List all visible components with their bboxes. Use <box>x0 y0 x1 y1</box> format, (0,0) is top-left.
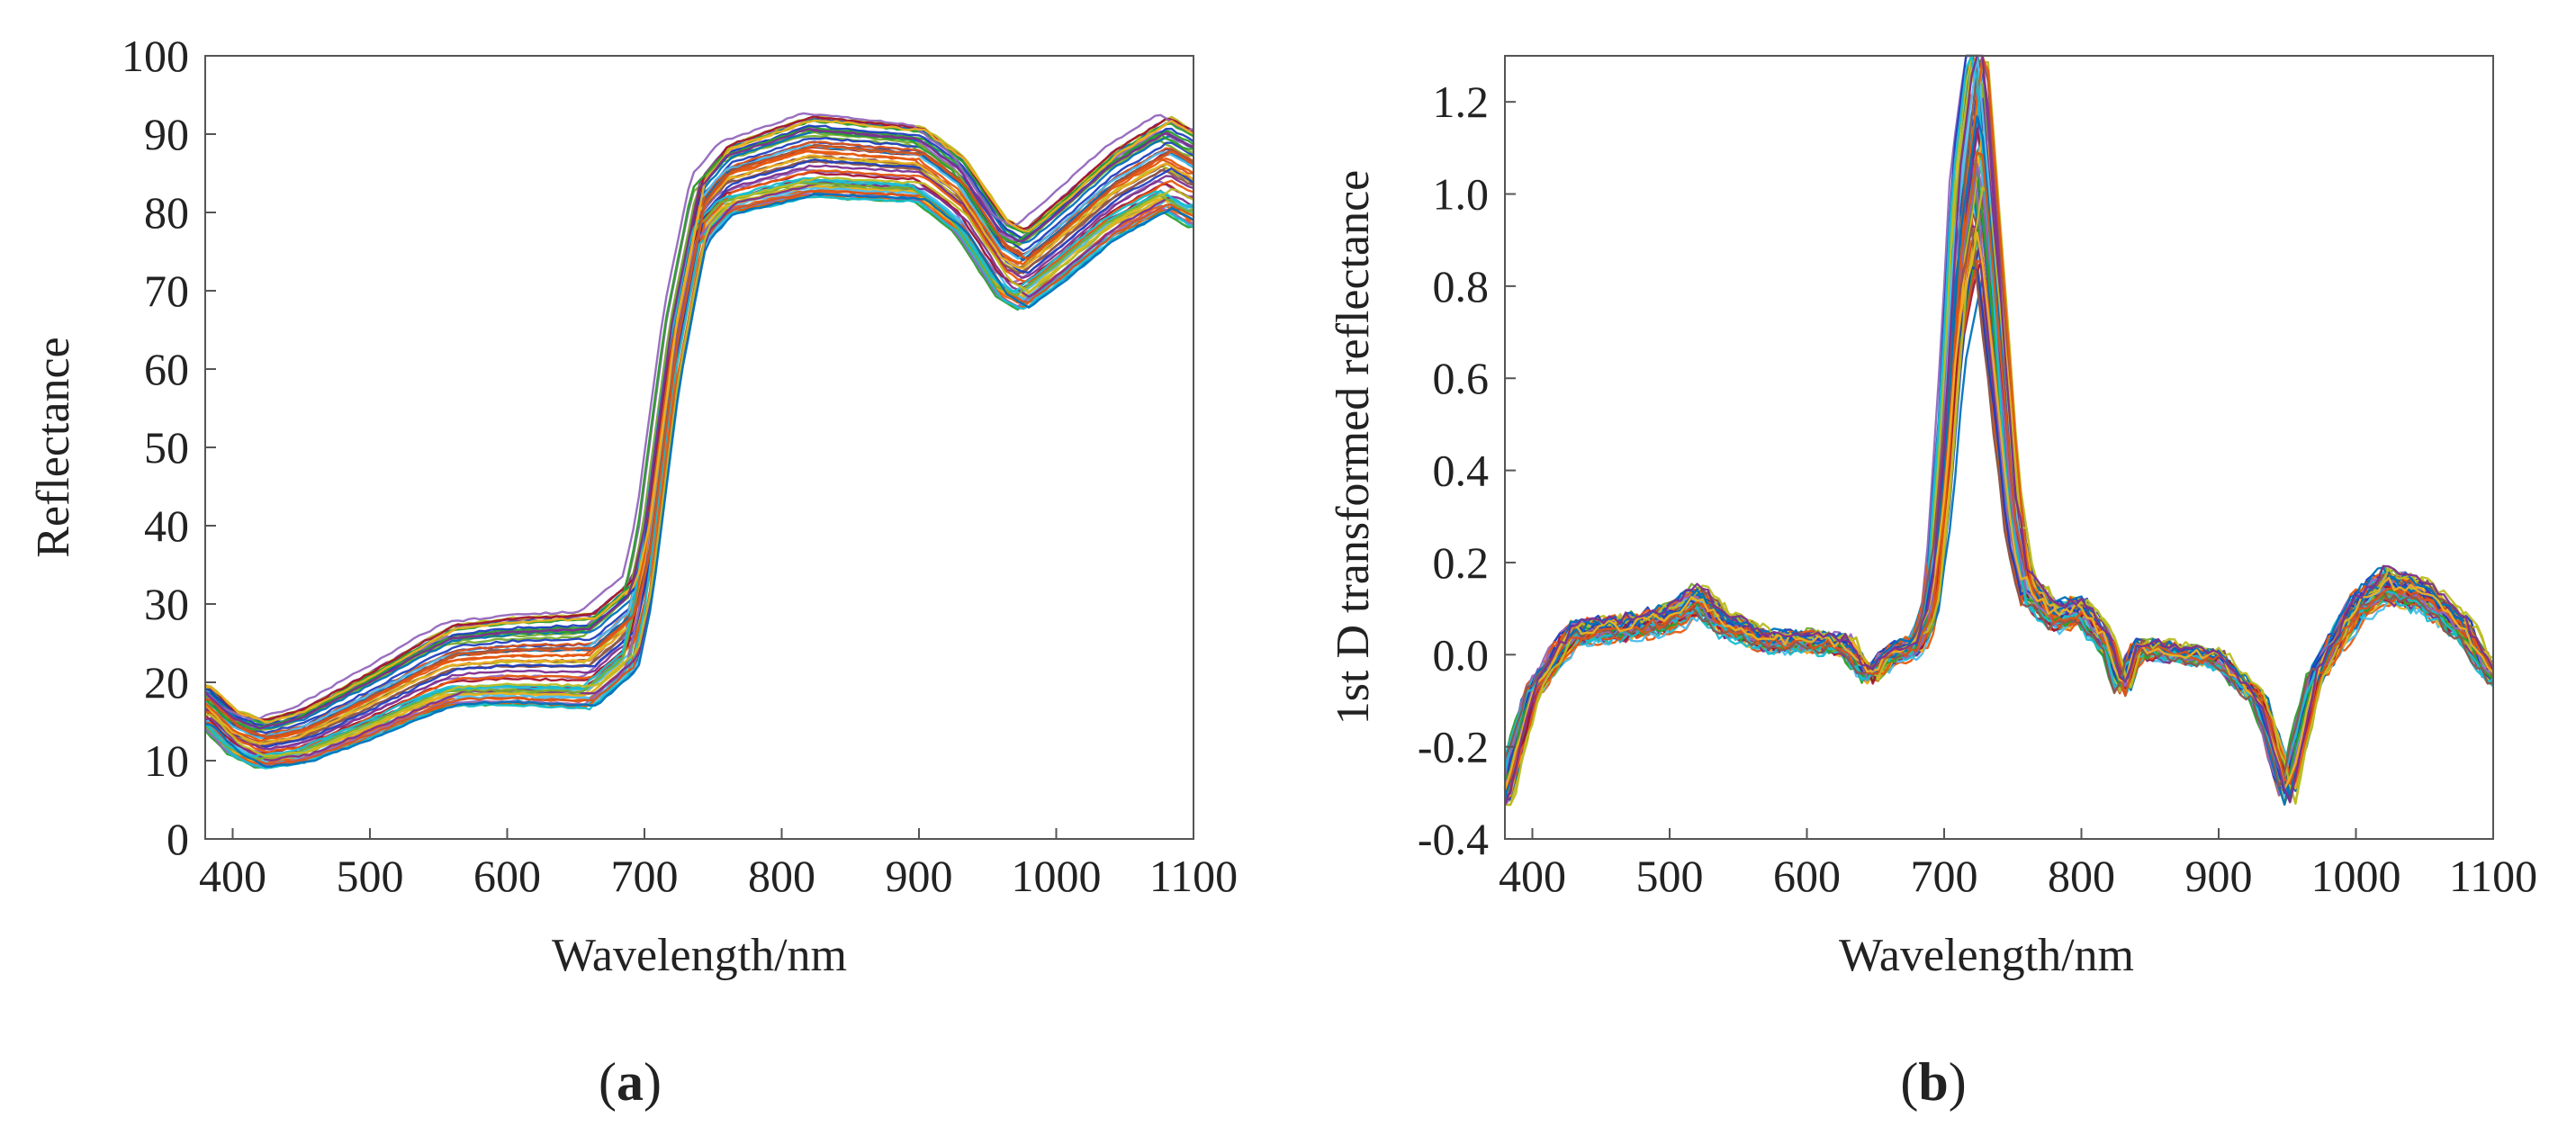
panel-a-axis-ticks: 400 500 600 700 800 900 1000 1100 0 10 20 30 40 50 60 7… <box>122 31 1238 901</box>
panel-b-axis-ticks: 400 500 600 700 800 900 1000 1100 -0.4 -0.2 0.0 0.2… <box>1418 77 2537 901</box>
y-tick-label: -0.4 <box>1418 814 1489 864</box>
panel-b-y-axis-label: 1st D transformed reflectance <box>1328 170 1379 725</box>
y-tick-label: 30 <box>144 579 189 629</box>
panel-a-x-axis-label: Wavelength/nm <box>552 930 847 981</box>
y-tick-label: 70 <box>144 266 189 316</box>
panel-b-first-derivative-chart: 400 500 600 700 800 900 1000 1100 -0.4 -0.2 0.0 0.2… <box>1328 54 2537 1112</box>
x-tick-label: 1100 <box>1149 851 1238 901</box>
x-tick-label: 800 <box>2048 851 2115 901</box>
x-tick-label: 500 <box>1636 851 1704 901</box>
panel-a-label: (a) <box>599 1052 662 1112</box>
y-tick-label: 1.0 <box>1433 169 1490 220</box>
y-tick-label: 20 <box>144 657 189 708</box>
spectrum-line <box>204 129 1194 731</box>
spectrum-line <box>204 128 1194 730</box>
spectrum-line <box>204 112 1194 721</box>
spectrum-line <box>1505 185 2494 807</box>
y-tick-label: 90 <box>144 109 189 159</box>
panel-b-x-axis-label: Wavelength/nm <box>1839 930 2134 981</box>
panel-b-plot-frame <box>1504 55 2494 840</box>
spectrum-line <box>1503 54 2495 807</box>
y-tick-label: 100 <box>122 31 189 81</box>
y-tick-label: 0.0 <box>1433 629 1490 680</box>
x-tick-label: 1000 <box>2311 851 2401 901</box>
x-tick-label: 400 <box>1499 851 1566 901</box>
spectrum-line <box>204 144 1194 739</box>
spectrum-line <box>204 189 1194 765</box>
x-tick-label: 900 <box>2185 851 2253 901</box>
x-tick-label: 600 <box>473 851 541 901</box>
x-tick-label: 800 <box>748 851 815 901</box>
panel-b-spectra <box>1503 54 2495 807</box>
y-tick-label: 10 <box>144 735 189 786</box>
panel-a-spectra <box>204 112 1194 770</box>
spectrum-line <box>1503 115 2495 799</box>
spectrum-line <box>204 176 1194 758</box>
x-tick-label: 900 <box>886 851 953 901</box>
x-tick-label: 400 <box>199 851 266 901</box>
y-tick-label: 0 <box>167 814 189 864</box>
y-tick-label: 80 <box>144 187 189 238</box>
spectrum-line <box>204 119 1194 724</box>
y-tick-label: 60 <box>144 344 189 394</box>
panel-a-reflectance-chart: 400 500 600 700 800 900 1000 1100 0 10 20 30 40 50 60 7… <box>28 31 1238 1112</box>
y-tick-label: 0.6 <box>1433 353 1490 403</box>
spectrum-line <box>204 176 1194 758</box>
x-tick-label: 700 <box>611 851 679 901</box>
panel-b-label: (b) <box>1900 1052 1966 1112</box>
spectrum-line <box>204 193 1194 768</box>
y-tick-label: 0.2 <box>1433 537 1490 588</box>
y-tick-label: 50 <box>144 422 189 473</box>
y-tick-label: -0.2 <box>1418 722 1489 772</box>
x-tick-label: 600 <box>1773 851 1841 901</box>
panel-a-y-axis-label: Reflectance <box>28 337 79 557</box>
y-tick-label: 1.2 <box>1433 77 1490 127</box>
x-tick-label: 1000 <box>1012 851 1102 901</box>
x-tick-label: 700 <box>1911 851 1978 901</box>
y-tick-label: 0.8 <box>1433 261 1490 311</box>
y-tick-label: 40 <box>144 500 189 551</box>
x-tick-label: 500 <box>337 851 404 901</box>
y-tick-label: 0.4 <box>1433 446 1490 496</box>
x-tick-label: 1100 <box>2449 851 2537 901</box>
